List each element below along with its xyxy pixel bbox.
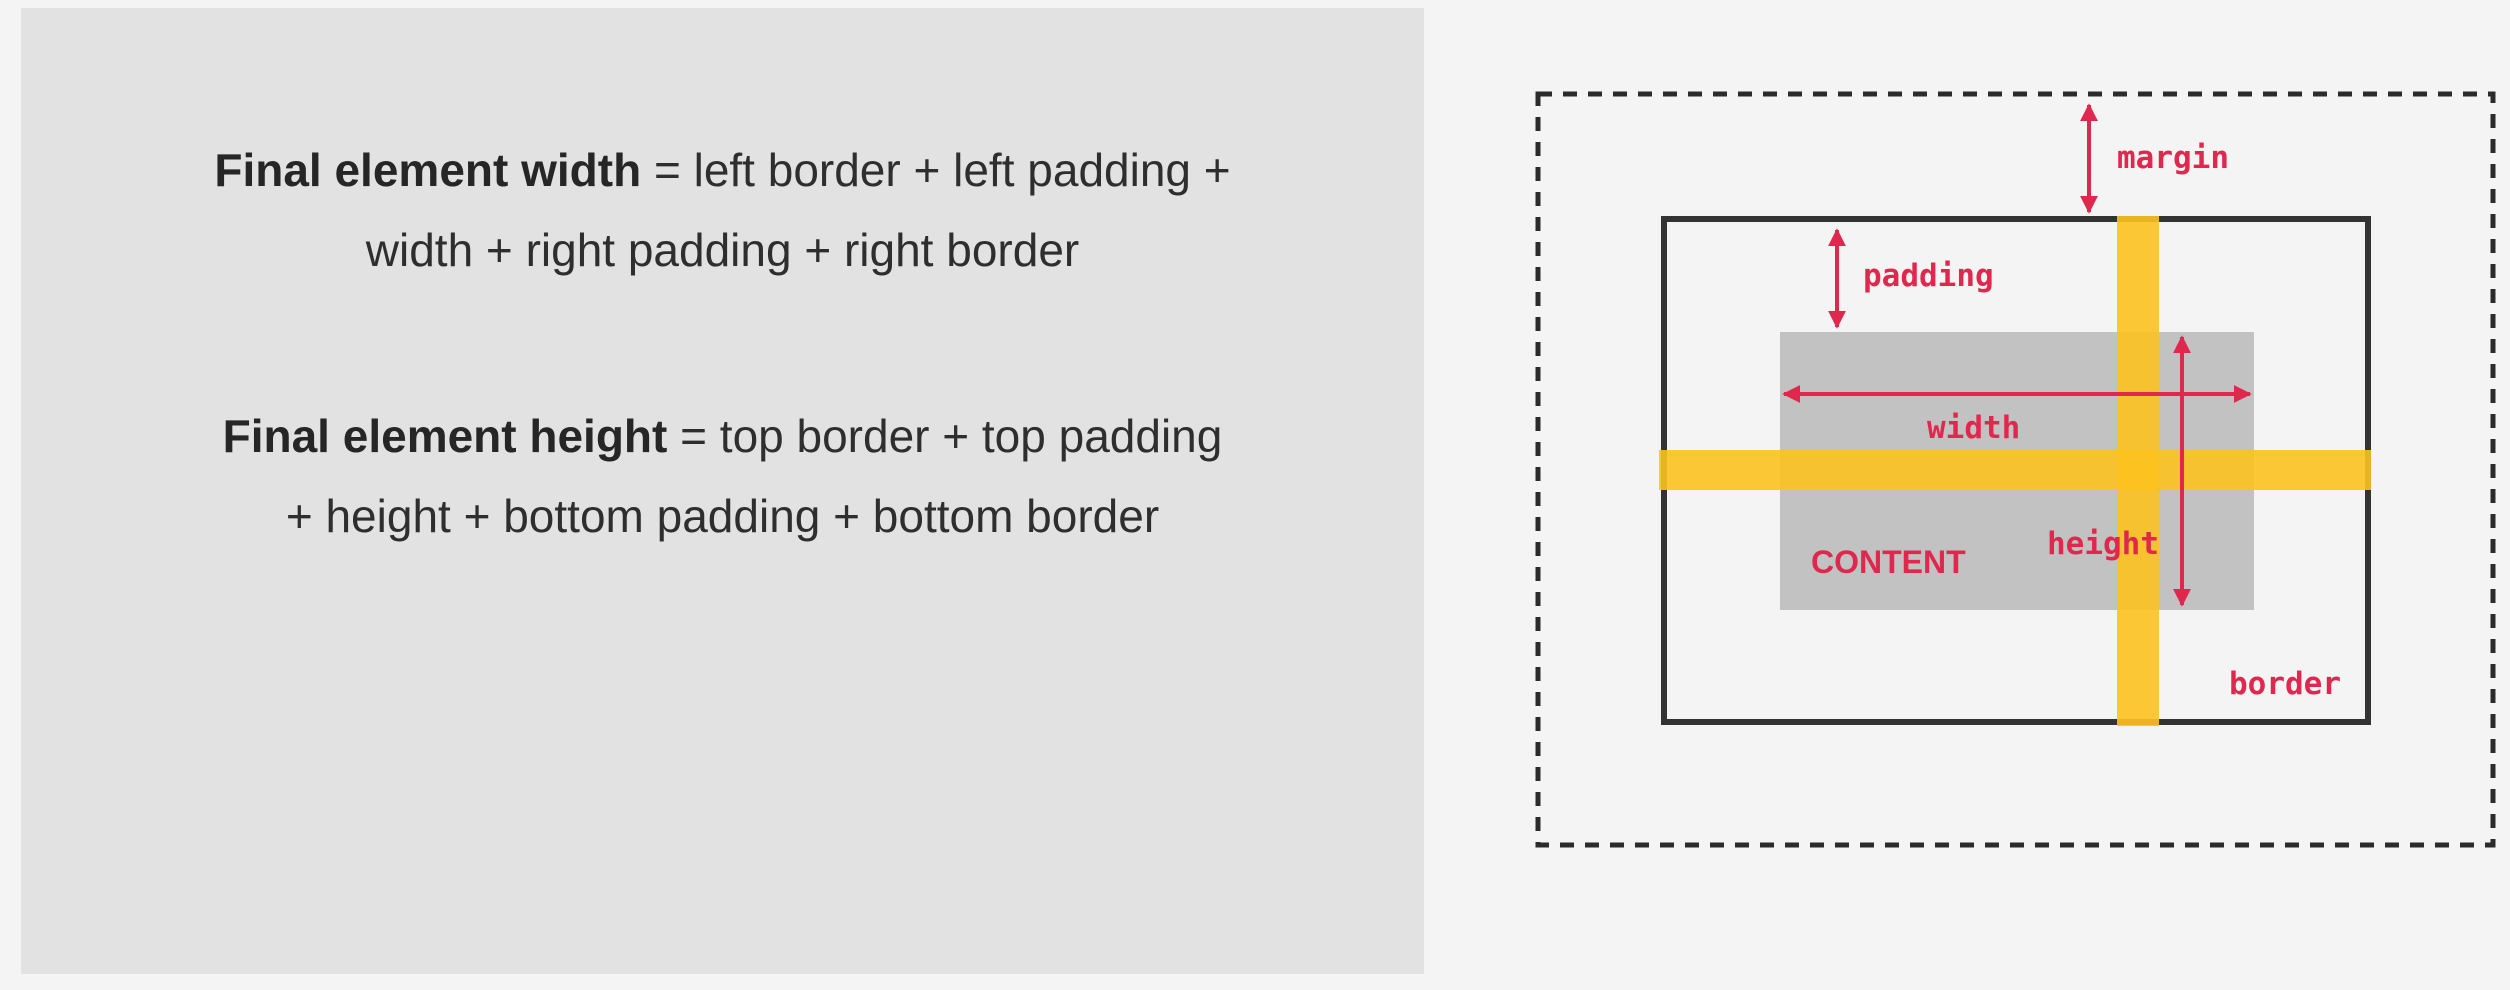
width-formula-line-2: width + right padding + right border (365, 224, 1080, 276)
border-label: border (2229, 666, 2341, 702)
margin-label: margin (2117, 140, 2229, 176)
width-label: width (1927, 410, 2020, 446)
width-formula-rest: = left border + left padding + (641, 144, 1231, 196)
vertical-highlight-band (2117, 216, 2159, 726)
height-formula-line-1: Final element height = top border + top … (21, 396, 1424, 476)
height-formula-term: Final element height (222, 410, 668, 462)
height-formula: Final element height = top border + top … (21, 396, 1424, 556)
height-label: height (2047, 526, 2159, 562)
width-formula-line-1: Final element width = left border + left… (21, 130, 1424, 210)
formula-panel: Final element width = left border + left… (21, 8, 1424, 974)
width-formula-term: Final element width (214, 144, 642, 196)
horizontal-highlight-band (1659, 450, 2371, 490)
height-formula-line-2: + height + bottom padding + bottom borde… (285, 490, 1160, 542)
width-formula: Final element width = left border + left… (21, 130, 1424, 290)
margin-box (1535, 91, 2496, 848)
content-label: CONTENT (1811, 544, 1966, 580)
height-formula-rest: = top border + top padding (667, 410, 1223, 462)
padding-label: padding (1863, 258, 1994, 294)
